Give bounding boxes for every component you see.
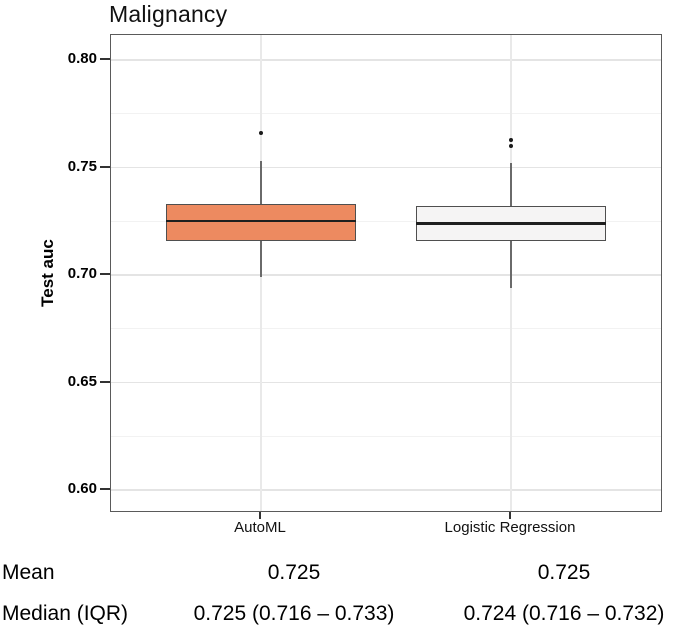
outlier-point [509,137,513,142]
median-line [166,220,356,223]
y-tick-mark [100,58,110,61]
stats-value: 0.725 [537,561,591,584]
stats-value: 0.725 [267,561,321,584]
x-tick-mark [509,512,511,519]
major-gridline [111,59,661,61]
median-line [416,222,606,225]
x-tick-mark [259,512,261,519]
y-tick-label: 0.60 [67,480,97,497]
major-gridline [111,489,661,491]
y-tick-label: 0.80 [67,50,97,68]
y-tick-label: 0.65 [67,372,97,390]
plot-panel [110,34,662,512]
stats-value: 0.725 (0.716 – 0.733) [193,602,395,625]
outlier-point [509,144,513,149]
minor-gridline [111,113,661,115]
stats-value: 0.724 (0.716 – 0.732) [463,602,665,625]
y-tick-mark [100,273,110,276]
stats-row-label: Median (IQR) [2,602,129,625]
major-gridline [111,166,661,169]
major-gridline [111,274,661,276]
minor-gridline [111,220,661,222]
y-tick-label: 0.75 [67,157,97,175]
major-gridline [111,381,661,384]
y-tick-mark [100,488,110,490]
outlier-point [259,131,263,136]
chart-title: Malignancy [109,1,228,27]
minor-gridline [111,435,661,437]
x-category-label: AutoML [234,519,286,536]
x-category-label: Logistic Regression [444,519,576,536]
minor-gridline [111,328,661,330]
y-tick-mark [100,380,110,383]
y-tick-mark [100,165,110,168]
stats-row-label: Mean [2,561,55,584]
y-tick-label: 0.70 [67,265,97,283]
